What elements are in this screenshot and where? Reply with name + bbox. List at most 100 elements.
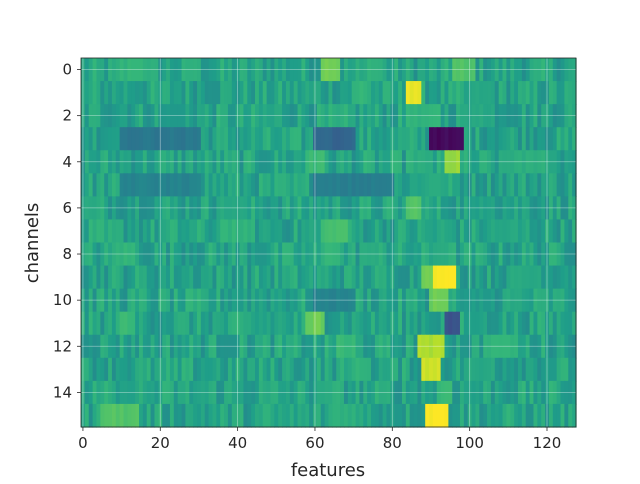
heatmap-cell <box>483 58 488 82</box>
heatmap-cell <box>154 357 159 382</box>
heatmap-cell <box>81 150 86 174</box>
heatmap-cell <box>394 150 399 174</box>
heatmap-cell <box>92 380 98 405</box>
heatmap-cell <box>517 242 523 267</box>
heatmap-cell <box>405 380 411 405</box>
heatmap-cell <box>521 403 527 428</box>
heatmap-cell <box>289 288 295 313</box>
heatmap-cell <box>100 150 105 174</box>
heatmap-cell <box>340 288 345 313</box>
heatmap-cell <box>378 380 384 405</box>
heatmap-cell <box>197 403 202 428</box>
heatmap-cell <box>494 242 500 267</box>
heatmap-cell <box>139 357 144 382</box>
heatmap-cell <box>429 403 434 428</box>
heatmap-cell <box>541 242 546 267</box>
heatmap-cell <box>185 357 190 382</box>
heatmap-cell <box>556 288 562 313</box>
heatmap-cell <box>88 219 94 244</box>
heatmap-cell <box>560 311 565 336</box>
heatmap-cell <box>405 127 411 151</box>
heatmap-cell <box>162 127 167 151</box>
heatmap-cell <box>204 242 210 267</box>
heatmap-cell <box>131 380 136 405</box>
heatmap-cell <box>394 81 399 105</box>
heatmap-cell <box>475 196 480 221</box>
heatmap-cell <box>123 242 129 267</box>
heatmap-cell <box>239 150 245 174</box>
heatmap-cell <box>359 104 364 128</box>
heatmap-cell <box>278 81 283 105</box>
heatmap-cell <box>459 380 465 405</box>
heatmap-cell <box>123 127 129 151</box>
heatmap-cell <box>173 403 179 428</box>
heatmap-cell <box>390 403 395 428</box>
heatmap-cell <box>100 196 105 221</box>
heatmap-cell <box>115 196 121 221</box>
heatmap-cell <box>405 242 411 267</box>
heatmap-cell <box>227 219 233 244</box>
heatmap-cell <box>444 265 449 290</box>
heatmap-cell <box>282 81 287 105</box>
heatmap-cell <box>436 150 442 174</box>
heatmap-cell <box>429 104 434 128</box>
heatmap-cell <box>405 288 411 313</box>
heatmap-cell <box>456 173 461 197</box>
heatmap-cell <box>490 219 496 244</box>
heatmap-cell <box>84 58 90 82</box>
heatmap-cell <box>247 265 252 290</box>
heatmap-cell <box>517 58 523 82</box>
heatmap-cell <box>173 58 179 82</box>
heatmap-cell <box>243 58 248 82</box>
heatmap-cell <box>324 150 330 174</box>
heatmap-cell <box>401 334 407 359</box>
heatmap-cell <box>552 58 558 82</box>
heatmap-cell <box>119 150 125 174</box>
heatmap-cell <box>409 403 415 428</box>
heatmap-cell <box>490 58 496 82</box>
heatmap-cell <box>282 357 287 382</box>
heatmap-cell <box>154 127 159 151</box>
heatmap-cell <box>548 173 554 197</box>
heatmap-cell <box>266 219 272 244</box>
heatmap-cell <box>517 311 523 336</box>
heatmap-cell <box>320 242 326 267</box>
heatmap-cell <box>459 334 465 359</box>
heatmap-cell <box>374 288 380 313</box>
heatmap-cell <box>529 265 535 290</box>
y-tick-label: 4 <box>62 153 72 171</box>
heatmap-cell <box>262 265 268 290</box>
heatmap-cell <box>545 242 550 267</box>
heatmap-cell <box>556 81 562 105</box>
heatmap-cell <box>227 150 233 174</box>
heatmap-cell <box>401 81 407 105</box>
heatmap-cell <box>548 403 554 428</box>
heatmap-cell <box>328 58 333 82</box>
heatmap-cell <box>301 219 306 244</box>
heatmap-cell <box>444 334 449 359</box>
heatmap-cell <box>235 173 241 197</box>
heatmap-cell <box>255 265 260 290</box>
heatmap-cell <box>336 380 341 405</box>
heatmap-cell <box>564 81 569 105</box>
heatmap-cell <box>274 58 279 82</box>
heatmap-cell <box>320 81 326 105</box>
heatmap-cell <box>429 265 434 290</box>
heatmap-cell <box>545 127 550 151</box>
heatmap-cell <box>139 265 144 290</box>
heatmap-cell <box>243 357 248 382</box>
heatmap-cell <box>378 265 384 290</box>
heatmap-cell <box>568 104 573 128</box>
heatmap-cell <box>270 288 275 313</box>
heatmap-cell <box>440 127 446 151</box>
heatmap-cell <box>394 380 399 405</box>
heatmap-cell <box>266 334 272 359</box>
heatmap-cell <box>81 311 86 336</box>
heatmap-cell <box>285 242 291 267</box>
heatmap-cell <box>502 219 507 244</box>
heatmap-cell <box>285 150 291 174</box>
heatmap-cell <box>552 196 558 221</box>
heatmap-cell <box>343 288 349 313</box>
heatmap-cell <box>421 127 426 151</box>
heatmap-cell <box>216 403 221 428</box>
